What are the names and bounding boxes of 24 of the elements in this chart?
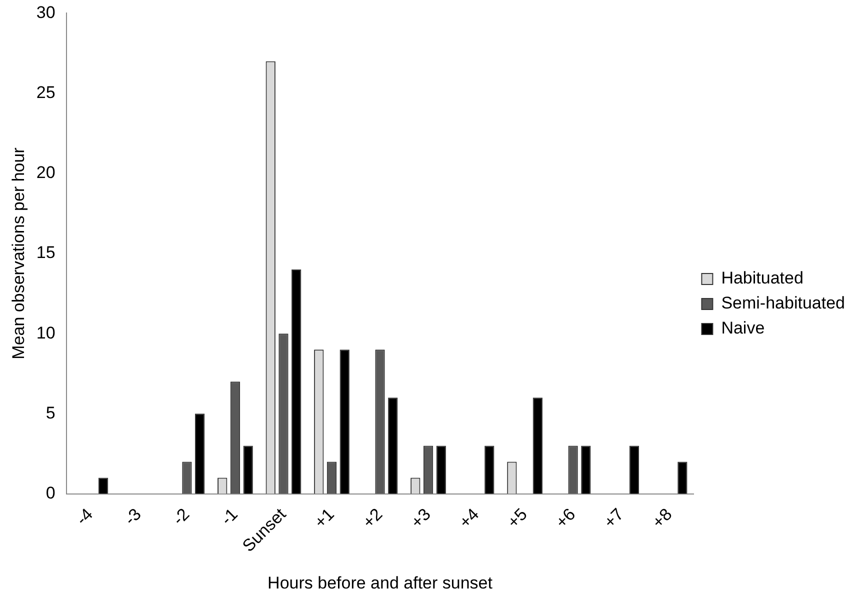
x-tick-label: +6 [552,504,580,532]
x-tick-label: -2 [168,504,194,529]
y-tick-label: 20 [36,163,56,182]
x-tick-label: -4 [72,504,97,529]
x-tick-label: +8 [648,504,676,532]
x-tick-label: +1 [310,504,338,532]
y-tick-label: 10 [36,323,56,342]
x-tick-label: +4 [456,504,483,532]
y-tick-label: 30 [36,2,56,22]
legend-label: Naive [721,318,765,338]
y-tick-label: 25 [36,82,56,102]
legend-label: Habituated [721,268,804,288]
x-tick-label: -1 [217,504,242,529]
x-tick-label: -3 [120,504,145,529]
x-tick-label: +2 [359,504,386,532]
y-tick-label: 15 [36,243,56,262]
x-axis-title: Hours before and after sunset [268,573,493,592]
x-tick-label: +5 [504,504,531,532]
x-tick-label: +3 [407,504,434,532]
legend-label: Semi-habituated [721,294,846,313]
y-axis-title: Mean observations per hour [8,147,28,360]
y-tick-label: 0 [46,483,56,502]
x-tick-label: +7 [600,504,628,532]
y-tick-label: 5 [46,403,56,422]
